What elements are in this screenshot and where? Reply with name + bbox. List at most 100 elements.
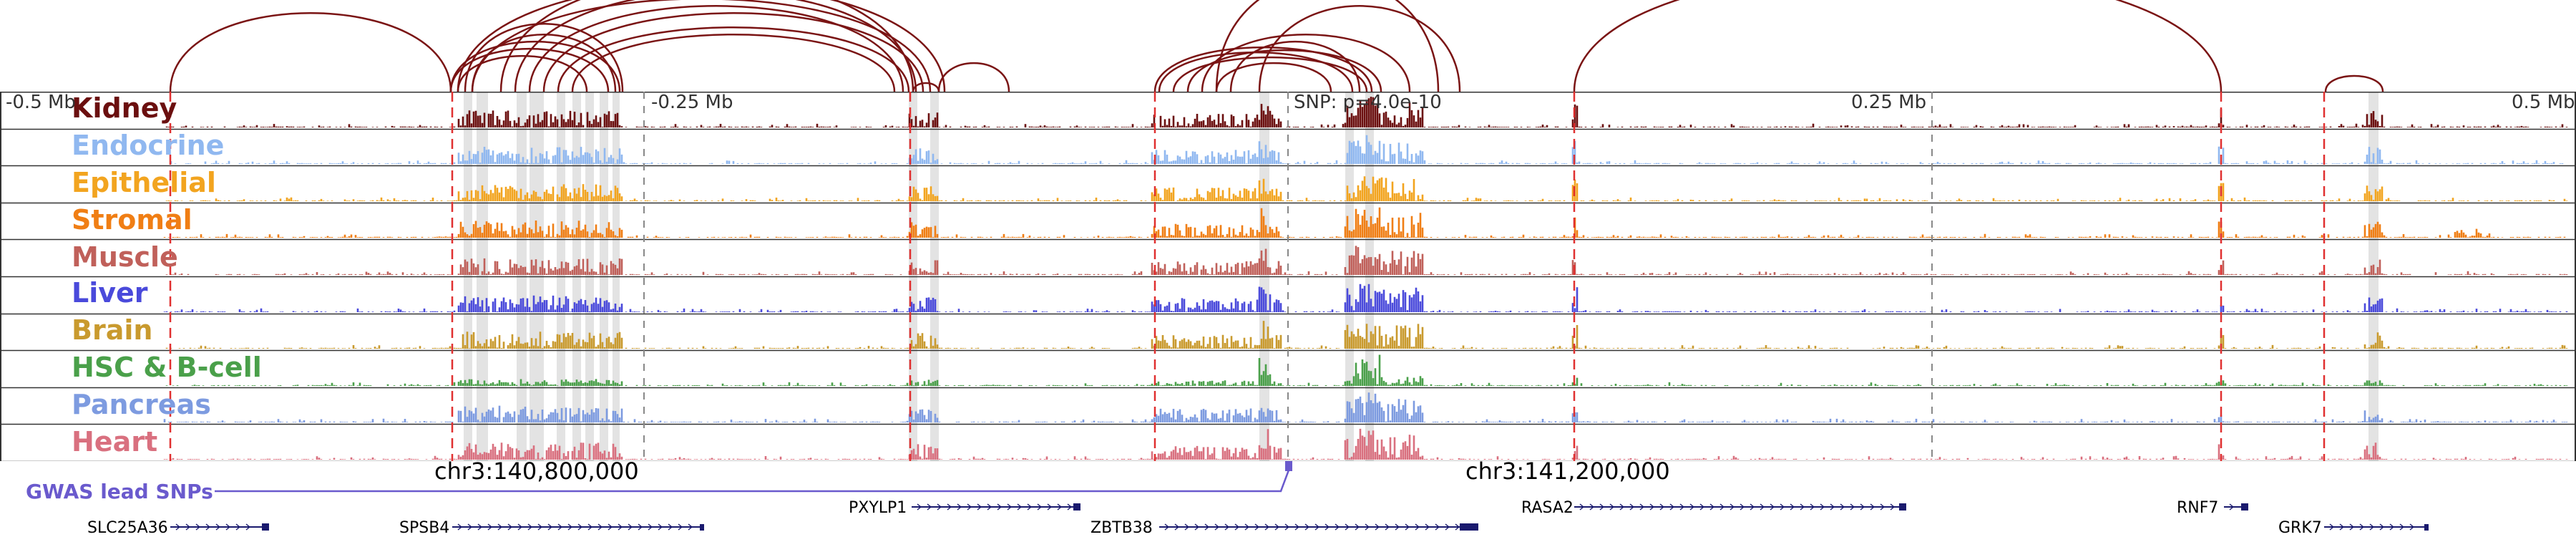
gene-strand-chevron (1629, 503, 1635, 511)
gene-strand-chevron (1395, 523, 1400, 531)
gene-grk7: GRK7 (2278, 519, 2429, 537)
signal-peaks (163, 284, 2568, 312)
gene-strand-chevron (977, 503, 982, 511)
gene-strand-chevron (1659, 503, 1665, 511)
gene-strand-chevron (1375, 523, 1380, 531)
coordinate-label-right: chr3:141,200,000 (1465, 461, 1670, 485)
gene-strand-chevron (1214, 523, 1220, 531)
gene-strand-chevron (937, 503, 942, 511)
gene-strand-chevron (175, 523, 181, 531)
gene-strand-chevron (1760, 503, 1765, 511)
interaction-arc (1186, 49, 1382, 92)
gene-strand-chevron (1405, 523, 1410, 531)
gene-strand-chevron (1699, 503, 1705, 511)
gene-strand-chevron (185, 523, 191, 531)
gene-strand-chevron (2379, 523, 2385, 531)
gene-strand-chevron (1870, 503, 1875, 511)
gene-strand-chevron (225, 523, 231, 531)
gene-strand-chevron (1425, 523, 1430, 531)
gene-strand-chevron (2359, 523, 2365, 531)
gene-exon-rasa2 (1899, 503, 1906, 511)
gene-strand-chevron (618, 523, 623, 531)
gene-strand-chevron (477, 523, 483, 531)
gene-strand-chevron (987, 503, 992, 511)
gene-strand-chevron (1740, 503, 1745, 511)
gene-strand-chevron (688, 523, 693, 531)
gene-strand-chevron (2409, 523, 2415, 531)
gene-strand-chevron (1890, 503, 1896, 511)
gene-strand-chevron (1027, 503, 1033, 511)
interaction-arc (557, 26, 910, 92)
signal-peaks (163, 207, 2566, 238)
interaction-arc (514, 0, 917, 92)
gene-strand-chevron (1037, 503, 1043, 511)
gene-strand-chevron (195, 523, 201, 531)
gene-strand-chevron (1057, 503, 1063, 511)
gene-strand-chevron (628, 523, 633, 531)
gene-strand-chevron (947, 503, 952, 511)
gene-strand-chevron (235, 523, 241, 531)
gene-strand-chevron (1609, 503, 1615, 511)
gene-label-grk7: GRK7 (2278, 519, 2322, 537)
signal-peaks (163, 392, 2568, 422)
gene-strand-chevron (1164, 523, 1170, 531)
track-label-heart: Heart (72, 426, 157, 458)
gene-strand-chevron (997, 503, 1002, 511)
gene-strand-chevron (1860, 503, 1865, 511)
gene-strand-chevron (557, 523, 563, 531)
gene-strand-chevron (1385, 523, 1390, 531)
track-labels: Kidney Endocrine Epithelial Stromal Musc… (72, 92, 262, 458)
track-label-brain: Brain (72, 314, 152, 346)
gene-strand-chevron (917, 503, 922, 511)
gene-strand-chevron (215, 523, 221, 531)
gene-strand-chevron (1679, 503, 1685, 511)
track-borders (0, 92, 2576, 461)
gene-strand-chevron (1234, 523, 1240, 531)
gene-strand-chevron (537, 523, 543, 531)
gene-strand-chevron (1445, 523, 1450, 531)
signal-peaks (163, 428, 2568, 460)
interaction-arc (449, 47, 610, 92)
gene-strand-chevron (1589, 503, 1595, 511)
scale-label-minus-0-5mb: -0.5 Mb (6, 92, 76, 113)
gene-strand-chevron (658, 523, 663, 531)
gene-strand-chevron (1244, 523, 1250, 531)
gene-strand-chevron (2329, 523, 2335, 531)
gene-exon-grk7 (2424, 524, 2429, 531)
scale-labels: -0.5 Mb -0.25 Mb SNP: p=4.0e-10 0.25 Mb … (6, 92, 2575, 113)
gene-strand-chevron (457, 523, 463, 531)
track-label-liver: Liver (72, 277, 148, 309)
gene-strand-chevron (1639, 503, 1645, 511)
gene-strand-chevron (2339, 523, 2345, 531)
gene-strand-chevron (2349, 523, 2355, 531)
gene-strand-chevron (1264, 523, 1270, 531)
gene-strand-chevron (2369, 523, 2375, 531)
gwas-lead-snps-label: GWAS lead SNPs (26, 480, 213, 503)
interaction-arc (2324, 74, 2384, 92)
signal-peaks (165, 354, 2568, 386)
signal-track (165, 246, 2568, 275)
gene-slc25a36: SLC25A36 (87, 519, 269, 537)
gene-exon-pxylp1 (1073, 503, 1080, 511)
gene-strand-chevron (1850, 503, 1855, 511)
signal-track (165, 321, 2568, 349)
gene-strand-chevron (1800, 503, 1805, 511)
gene-pxylp1: PXYLP1 (849, 499, 1080, 517)
scale-label-0-5mb: 0.5 Mb (2512, 92, 2575, 113)
gene-label-rasa2: RASA2 (1521, 499, 1574, 517)
interaction-arc (1229, 40, 1361, 92)
gene-strand-chevron (1204, 523, 1210, 531)
gene-strand-chevron (1435, 523, 1440, 531)
gene-strand-chevron (1224, 523, 1230, 531)
gene-strand-chevron (1619, 503, 1625, 511)
signal-peaks (165, 97, 2568, 127)
signal-track (163, 207, 2566, 238)
interaction-arc (1215, 62, 1332, 92)
gene-strand-chevron (1780, 503, 1785, 511)
gene-strand-chevron (648, 523, 653, 531)
gene-strand-chevron (487, 523, 493, 531)
interaction-arc (937, 62, 1010, 92)
gene-strand-chevron (1465, 523, 1470, 531)
gene-strand-chevron (587, 523, 593, 531)
gene-strand-chevron (2229, 503, 2235, 511)
